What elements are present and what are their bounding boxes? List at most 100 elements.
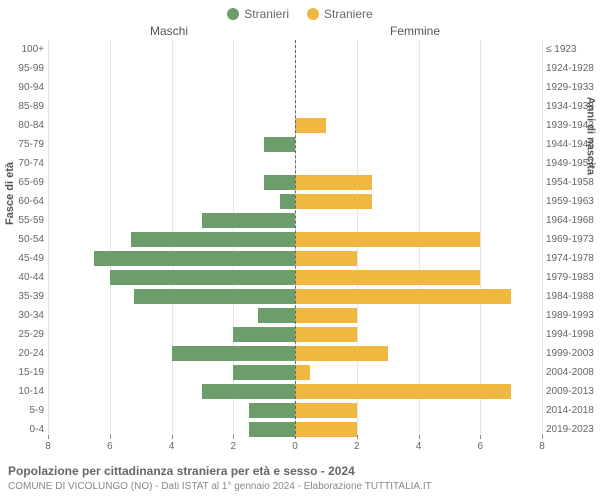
female-half bbox=[295, 97, 542, 116]
bar-female bbox=[295, 118, 326, 133]
legend-item-female: Straniere bbox=[307, 7, 373, 21]
legend-label-female: Straniere bbox=[324, 7, 373, 21]
y-tick-right: 1969-1973 bbox=[546, 230, 600, 249]
y-tick-right: 1974-1978 bbox=[546, 249, 600, 268]
x-tick-label: 8 bbox=[539, 441, 545, 452]
female-half bbox=[295, 59, 542, 78]
y-tick-left: 10-14 bbox=[0, 382, 44, 401]
y-tick-right: 2014-2018 bbox=[546, 401, 600, 420]
y-tick-right: 1989-1993 bbox=[546, 306, 600, 325]
y-tick-left: 15-19 bbox=[0, 363, 44, 382]
bar-female bbox=[295, 232, 480, 247]
legend-item-male: Stranieri bbox=[227, 7, 289, 21]
y-tick-left: 40-44 bbox=[0, 268, 44, 287]
female-half bbox=[295, 287, 542, 306]
y-tick-right: 1984-1988 bbox=[546, 287, 600, 306]
bar-female bbox=[295, 365, 310, 380]
y-tick-right: 1979-1983 bbox=[546, 268, 600, 287]
female-half bbox=[295, 230, 542, 249]
y-tick-left: 25-29 bbox=[0, 325, 44, 344]
male-half bbox=[48, 40, 295, 59]
y-axis-left-title: Fasce di età bbox=[4, 162, 16, 225]
male-half bbox=[48, 287, 295, 306]
male-half bbox=[48, 363, 295, 382]
bar-female bbox=[295, 403, 357, 418]
male-half bbox=[48, 344, 295, 363]
bar-male bbox=[264, 137, 295, 152]
x-tick-label: 6 bbox=[107, 441, 113, 452]
chart-subtitle: COMUNE DI VICOLUNGO (NO) - Dati ISTAT al… bbox=[8, 481, 432, 492]
bar-female bbox=[295, 270, 480, 285]
bar-male bbox=[258, 308, 295, 323]
bar-female bbox=[295, 422, 357, 437]
bar-female bbox=[295, 194, 372, 209]
y-tick-right: 2009-2013 bbox=[546, 382, 600, 401]
y-tick-left: 75-79 bbox=[0, 135, 44, 154]
male-half bbox=[48, 420, 295, 439]
female-half bbox=[295, 401, 542, 420]
plot-area bbox=[48, 40, 542, 439]
y-tick-right: 1959-1963 bbox=[546, 192, 600, 211]
male-half bbox=[48, 154, 295, 173]
bar-male bbox=[110, 270, 295, 285]
female-half bbox=[295, 268, 542, 287]
male-half bbox=[48, 230, 295, 249]
bar-male bbox=[134, 289, 295, 304]
female-half bbox=[295, 192, 542, 211]
y-tick-left: 80-84 bbox=[0, 116, 44, 135]
y-tick-left: 35-39 bbox=[0, 287, 44, 306]
y-tick-left: 90-94 bbox=[0, 78, 44, 97]
male-half bbox=[48, 173, 295, 192]
female-half bbox=[295, 306, 542, 325]
female-half bbox=[295, 154, 542, 173]
y-tick-left: 30-34 bbox=[0, 306, 44, 325]
male-half bbox=[48, 192, 295, 211]
chart-title: Popolazione per cittadinanza straniera p… bbox=[8, 464, 355, 478]
header-female: Femmine bbox=[390, 24, 440, 38]
bar-male bbox=[202, 384, 295, 399]
y-tick-left: 45-49 bbox=[0, 249, 44, 268]
y-tick-left: 85-89 bbox=[0, 97, 44, 116]
bar-male bbox=[280, 194, 295, 209]
y-tick-left: 50-54 bbox=[0, 230, 44, 249]
legend: Stranieri Straniere bbox=[0, 0, 600, 24]
male-half bbox=[48, 97, 295, 116]
female-half bbox=[295, 420, 542, 439]
bar-male bbox=[233, 365, 295, 380]
female-half bbox=[295, 116, 542, 135]
x-tick-label: 2 bbox=[354, 441, 360, 452]
y-tick-right: 1994-1998 bbox=[546, 325, 600, 344]
bar-male bbox=[94, 251, 295, 266]
male-half bbox=[48, 325, 295, 344]
bar-male bbox=[131, 232, 295, 247]
bar-female bbox=[295, 346, 388, 361]
male-half bbox=[48, 401, 295, 420]
bar-male bbox=[264, 175, 295, 190]
y-tick-left: 20-24 bbox=[0, 344, 44, 363]
y-tick-right: 1999-2003 bbox=[546, 344, 600, 363]
bar-male bbox=[172, 346, 296, 361]
y-tick-left: 95-99 bbox=[0, 59, 44, 78]
male-half bbox=[48, 249, 295, 268]
x-tick-mark bbox=[542, 435, 543, 439]
male-half bbox=[48, 135, 295, 154]
female-half bbox=[295, 363, 542, 382]
y-tick-right: 1924-1928 bbox=[546, 59, 600, 78]
y-tick-right: ≤ 1923 bbox=[546, 40, 600, 59]
y-axis-right-title: Anni di nascita bbox=[584, 97, 596, 175]
female-half bbox=[295, 325, 542, 344]
y-tick-right: 1954-1958 bbox=[546, 173, 600, 192]
y-tick-right: 1929-1933 bbox=[546, 78, 600, 97]
male-half bbox=[48, 116, 295, 135]
female-half bbox=[295, 249, 542, 268]
bar-female bbox=[295, 289, 511, 304]
female-half bbox=[295, 344, 542, 363]
bar-female bbox=[295, 251, 357, 266]
bar-female bbox=[295, 327, 357, 342]
chart-body: 100+95-9990-9485-8980-8475-7970-7465-696… bbox=[0, 40, 600, 439]
bar-male bbox=[249, 403, 295, 418]
y-tick-right: 1964-1968 bbox=[546, 211, 600, 230]
female-half bbox=[295, 40, 542, 59]
female-half bbox=[295, 211, 542, 230]
chart-container: Stranieri Straniere Maschi Femmine 100+9… bbox=[0, 0, 600, 500]
